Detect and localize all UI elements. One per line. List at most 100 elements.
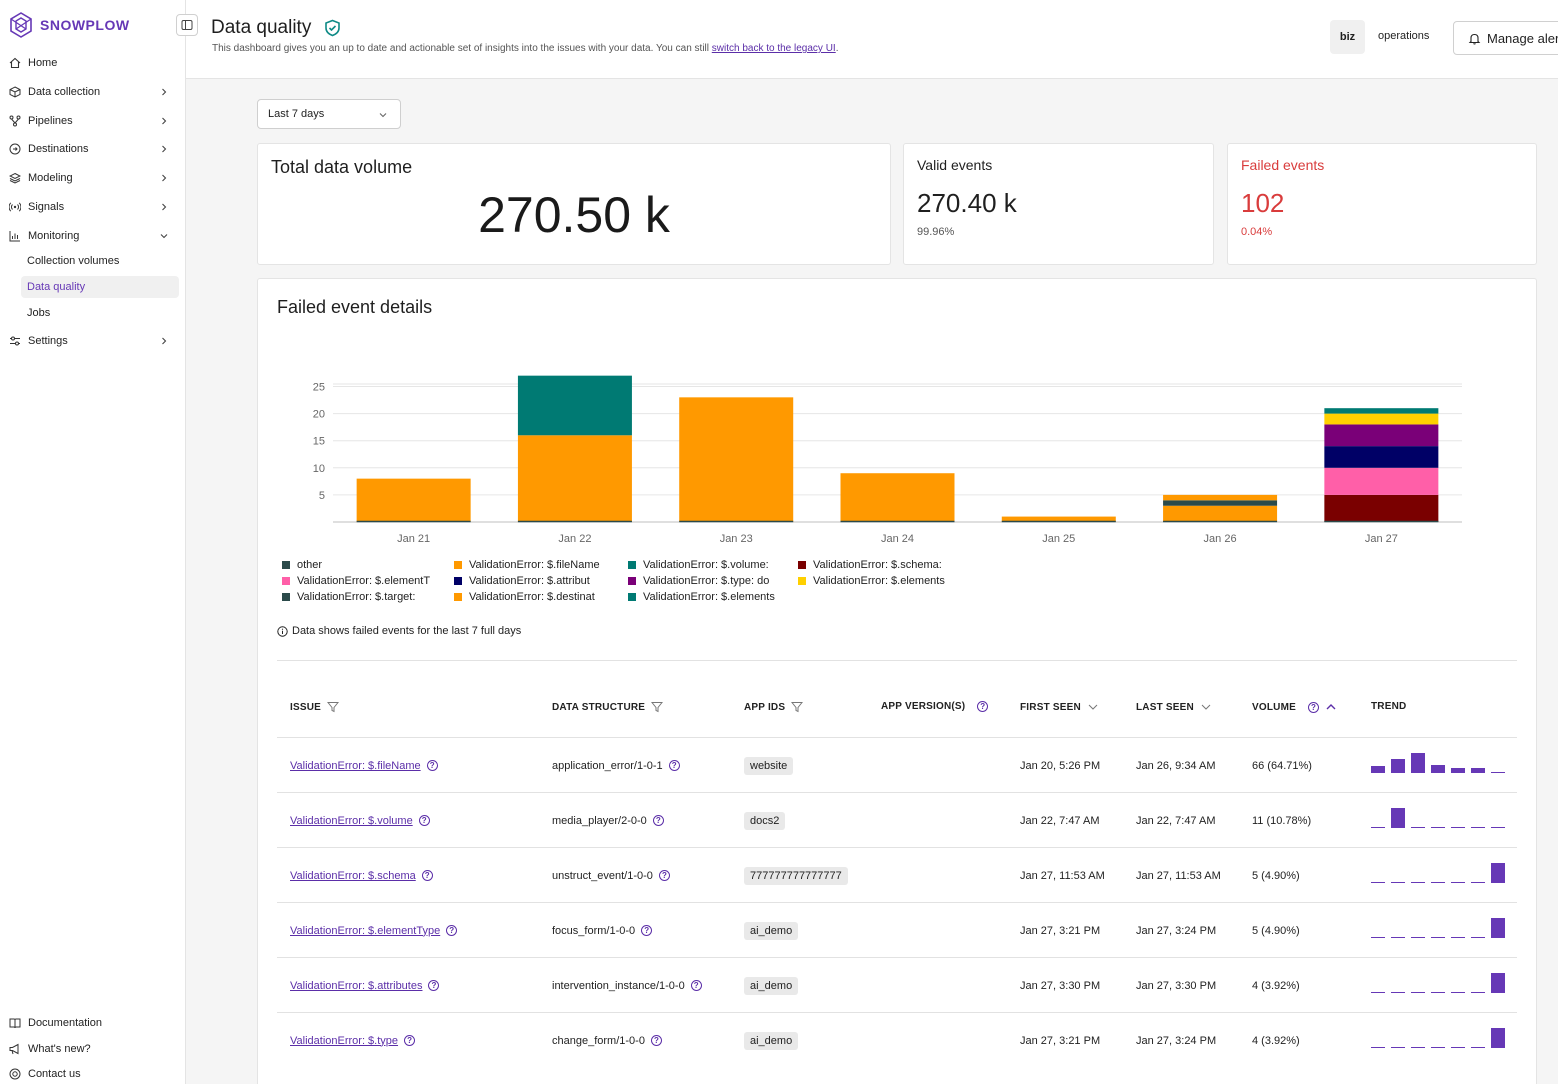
- nav-monitoring[interactable]: Monitoring: [0, 224, 186, 248]
- nav-data-quality[interactable]: Data quality: [21, 276, 179, 298]
- nav-home[interactable]: Home: [0, 51, 186, 75]
- help-icon[interactable]: ?: [977, 701, 989, 712]
- nav-settings[interactable]: Settings: [0, 329, 186, 353]
- filter-icon[interactable]: [651, 701, 664, 713]
- trend-baseline: [1371, 1047, 1385, 1048]
- trend-baseline: [1491, 772, 1505, 773]
- legacy-ui-link[interactable]: switch back to the legacy UI: [711, 43, 836, 54]
- nav-collection-volumes[interactable]: Collection volumes: [27, 255, 120, 267]
- col-issue[interactable]: ISSUE: [290, 701, 340, 713]
- org-name[interactable]: operations: [1378, 30, 1430, 42]
- x-tick-label: Jan 22: [558, 533, 591, 545]
- org-badge[interactable]: biz: [1330, 20, 1365, 54]
- trend-baseline: [1451, 827, 1465, 828]
- help-icon[interactable]: ?: [668, 760, 680, 771]
- period-select[interactable]: Last 7 days: [257, 99, 401, 129]
- help-icon[interactable]: ?: [650, 1035, 662, 1046]
- x-tick-label: Jan 25: [1042, 533, 1075, 545]
- issue-link[interactable]: ValidationError: $.type: [290, 1034, 399, 1047]
- legend-swatch: [454, 561, 462, 569]
- first-seen-cell: Jan 27, 3:21 PM: [1020, 1034, 1101, 1047]
- bar-segment: [1163, 500, 1278, 506]
- nav-modeling[interactable]: Modeling: [0, 166, 186, 190]
- legend-item[interactable]: ValidationError: $.elementT: [282, 575, 430, 587]
- table-row: ValidationError: $.attributes? interventi…: [277, 957, 1517, 1012]
- issue-link[interactable]: ValidationError: $.volume: [290, 814, 413, 827]
- trend-sparkline: [1371, 738, 1511, 793]
- lifebuoy-icon: [8, 1067, 22, 1081]
- legend-item[interactable]: ValidationError: $.type: do: [628, 575, 769, 587]
- chart-note: Data shows failed events for the last 7 …: [277, 625, 521, 637]
- nav-signals[interactable]: Signals: [0, 195, 186, 219]
- nav-pipelines[interactable]: Pipelines: [0, 109, 186, 133]
- issue-cell: ValidationError: $.elementType?: [290, 903, 458, 958]
- filter-icon[interactable]: [791, 701, 804, 713]
- help-icon[interactable]: ?: [658, 870, 670, 881]
- issue-link[interactable]: ValidationError: $.schema: [290, 869, 416, 882]
- failed-events-percent: 0.04%: [1241, 226, 1273, 238]
- help-icon[interactable]: ?: [426, 760, 438, 771]
- app-id-tag: ai_demo: [744, 921, 799, 940]
- trend-baseline: [1391, 882, 1405, 883]
- legend-item[interactable]: ValidationError: $.schema:: [798, 559, 942, 571]
- trend-baseline: [1471, 1047, 1485, 1048]
- chevron-down-icon: [160, 234, 168, 239]
- help-icon[interactable]: ?: [421, 870, 433, 881]
- col-app-ids[interactable]: APP IDS: [744, 701, 804, 713]
- nav-documentation[interactable]: Documentation: [0, 1011, 186, 1035]
- y-tick-label: 5: [319, 490, 325, 502]
- col-first-seen[interactable]: FIRST SEEN: [1020, 701, 1099, 713]
- nav-contact[interactable]: Contact us: [0, 1062, 186, 1084]
- col-app-versions[interactable]: APP VERSION(S) ?: [881, 701, 989, 712]
- legend-item[interactable]: ValidationError: $.attribut: [454, 575, 590, 587]
- table-row: ValidationError: $.fileName? application_…: [277, 737, 1517, 792]
- data-structure-cell: application_error/1-0-1?: [552, 738, 680, 793]
- issue-link[interactable]: ValidationError: $.fileName: [290, 759, 421, 772]
- legend-item[interactable]: ValidationError: $.target:: [282, 591, 415, 603]
- divider: [277, 660, 1517, 661]
- legend-label: ValidationError: $.fileName: [469, 559, 600, 571]
- col-data-structure[interactable]: DATA STRUCTURE: [552, 701, 664, 713]
- issue-link[interactable]: ValidationError: $.attributes: [290, 979, 423, 992]
- bar-segment: [1324, 467, 1439, 495]
- legend-item[interactable]: ValidationError: $.destinat: [454, 591, 595, 603]
- manage-alerts-button[interactable]: Manage aler: [1453, 21, 1558, 55]
- trend-baseline: [1471, 882, 1485, 883]
- legend-swatch: [798, 577, 806, 585]
- legend-item[interactable]: ValidationError: $.fileName: [454, 559, 600, 571]
- help-icon[interactable]: ?: [652, 815, 664, 826]
- last-seen-cell: Jan 27, 3:30 PM: [1136, 979, 1217, 992]
- filter-icon[interactable]: [327, 701, 340, 713]
- x-tick-label: Jan 27: [1365, 533, 1398, 545]
- help-icon[interactable]: ?: [1307, 701, 1319, 713]
- nav-destinations[interactable]: Destinations: [0, 137, 186, 161]
- legend-item[interactable]: ValidationError: $.elements: [798, 575, 945, 587]
- col-last-seen[interactable]: LAST SEEN: [1136, 701, 1212, 713]
- logo[interactable]: SNOWPLOW: [8, 12, 130, 38]
- data-structure-text: unstruct_event/1-0-0: [552, 869, 653, 882]
- col-volume[interactable]: VOLUME ?: [1252, 701, 1337, 713]
- help-icon[interactable]: ?: [446, 925, 458, 936]
- nav-data-collection[interactable]: Data collection: [0, 80, 186, 104]
- chevron-right-icon: [162, 117, 167, 125]
- help-icon[interactable]: ?: [690, 980, 702, 991]
- legend-item[interactable]: ValidationError: $.elements: [628, 591, 775, 603]
- issue-link[interactable]: ValidationError: $.elementType: [290, 924, 441, 937]
- first-seen-cell: Jan 27, 3:30 PM: [1020, 979, 1101, 992]
- trend-sparkline: [1371, 793, 1511, 848]
- trend-bar: [1451, 768, 1465, 773]
- help-icon[interactable]: ?: [404, 1035, 416, 1046]
- nav-jobs[interactable]: Jobs: [27, 307, 51, 319]
- nav-label: What's new?: [28, 1043, 91, 1055]
- legend-item[interactable]: ValidationError: $.volume:: [628, 559, 769, 571]
- valid-events-percent: 99.96%: [917, 226, 955, 238]
- help-icon[interactable]: ?: [428, 980, 440, 991]
- legend-label: ValidationError: $.elements: [813, 575, 945, 587]
- help-icon[interactable]: ?: [418, 815, 430, 826]
- data-structure-cell: media_player/2-0-0?: [552, 793, 664, 848]
- legend-item[interactable]: other: [282, 559, 322, 571]
- help-icon[interactable]: ?: [641, 925, 653, 936]
- pipeline-icon: [8, 114, 22, 128]
- sidebar-toggle-button[interactable]: [176, 14, 198, 36]
- nav-whats-new[interactable]: What's new?: [0, 1037, 186, 1061]
